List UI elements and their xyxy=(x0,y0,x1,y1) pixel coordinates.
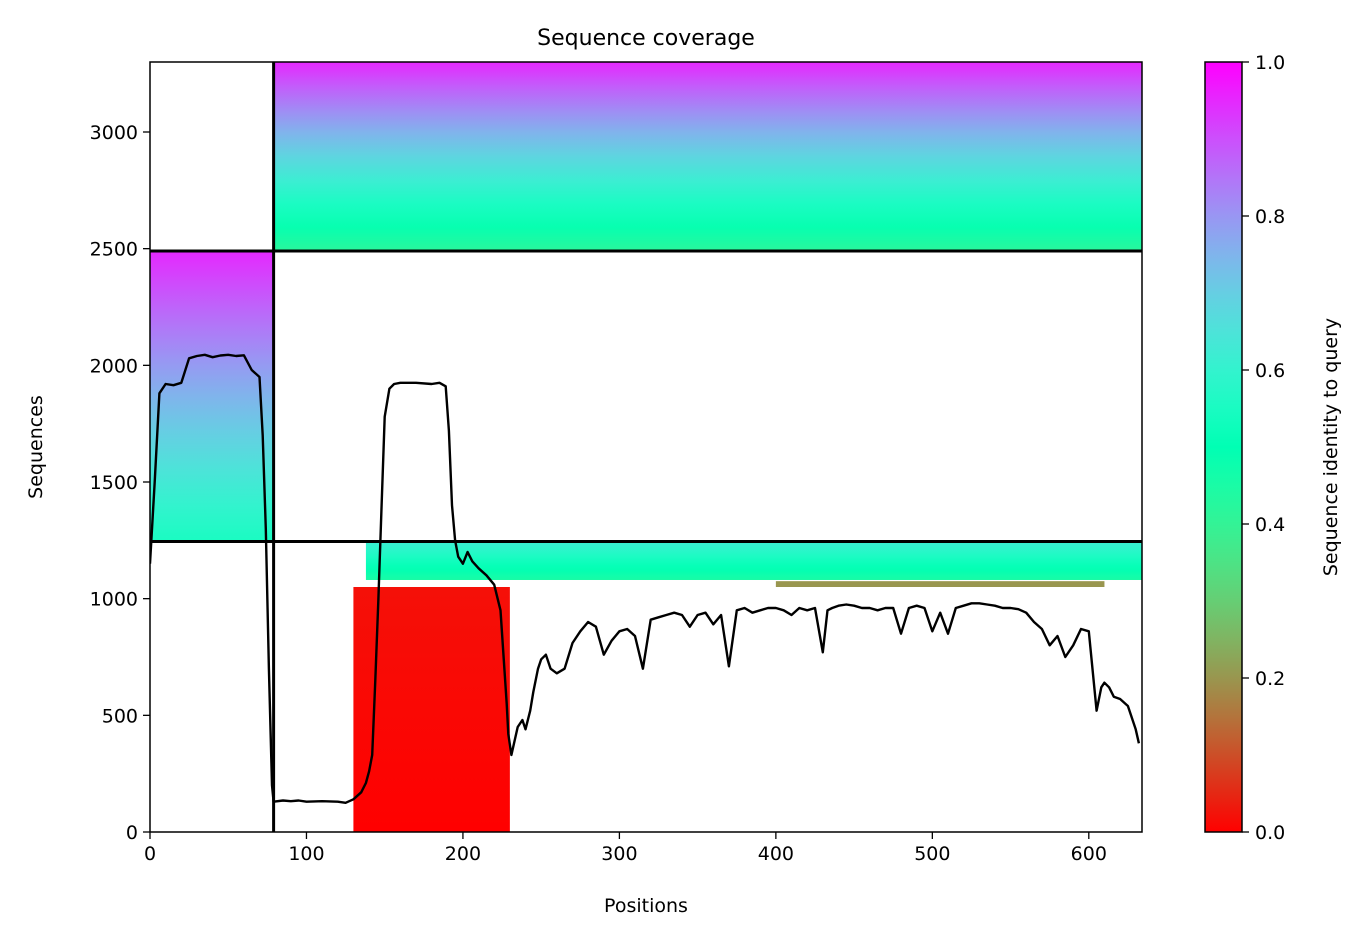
x-tick-label: 500 xyxy=(914,843,950,865)
y-tick-label: 2000 xyxy=(90,355,138,377)
y-tick-label: 3000 xyxy=(90,122,138,144)
heatmap-layer xyxy=(150,62,1142,832)
x-tick-label: 300 xyxy=(601,843,637,865)
coverage-line-layer xyxy=(150,353,1141,804)
colorbar-tick-label: 0.0 xyxy=(1255,822,1285,844)
x-axis: 0 100 200 300 400 500 600 xyxy=(144,832,1107,865)
coverage-block xyxy=(150,251,274,542)
y-tick-label: 0 xyxy=(126,822,138,844)
colorbar-tick-label: 0.8 xyxy=(1255,206,1285,228)
chart-title: Sequence coverage xyxy=(537,26,755,51)
y-axis: 0 500 1000 1500 2000 2500 3000 xyxy=(90,122,150,844)
colorbar-tick-label: 0.2 xyxy=(1255,668,1285,690)
colorbar-tick-label: 0.6 xyxy=(1255,360,1285,382)
coverage-block xyxy=(273,62,1142,251)
y-tick-label: 1000 xyxy=(90,589,138,611)
x-tick-label: 100 xyxy=(288,843,324,865)
x-tick-label: 200 xyxy=(445,843,481,865)
segment-boundaries xyxy=(150,62,1142,832)
x-axis-label: Positions xyxy=(604,895,688,917)
x-tick-label: 600 xyxy=(1071,843,1107,865)
colorbar-ticks: 0.0 0.2 0.4 0.6 0.8 1.0 xyxy=(1242,52,1285,844)
x-tick-label: 400 xyxy=(758,843,794,865)
y-axis-label: Sequences xyxy=(25,395,47,499)
colorbar-gradient xyxy=(1204,61,1243,833)
colorbar-tick-label: 0.4 xyxy=(1255,514,1285,536)
y-tick-label: 2500 xyxy=(90,239,138,261)
y-tick-label: 500 xyxy=(102,705,138,727)
colorbar-label: Sequence identity to query xyxy=(1320,318,1342,576)
colorbar: 0.0 0.2 0.4 0.6 0.8 1.0 Sequence identity to … xyxy=(1204,52,1342,844)
coverage-line xyxy=(150,353,1141,804)
y-tick-label: 1500 xyxy=(90,472,138,494)
colorbar-tick-label: 1.0 xyxy=(1255,52,1285,74)
coverage-block xyxy=(365,541,1142,580)
x-tick-label: 0 xyxy=(144,843,156,865)
coverage-block xyxy=(775,581,1105,587)
coverage-block xyxy=(353,587,510,832)
plot-frame xyxy=(149,61,1143,833)
